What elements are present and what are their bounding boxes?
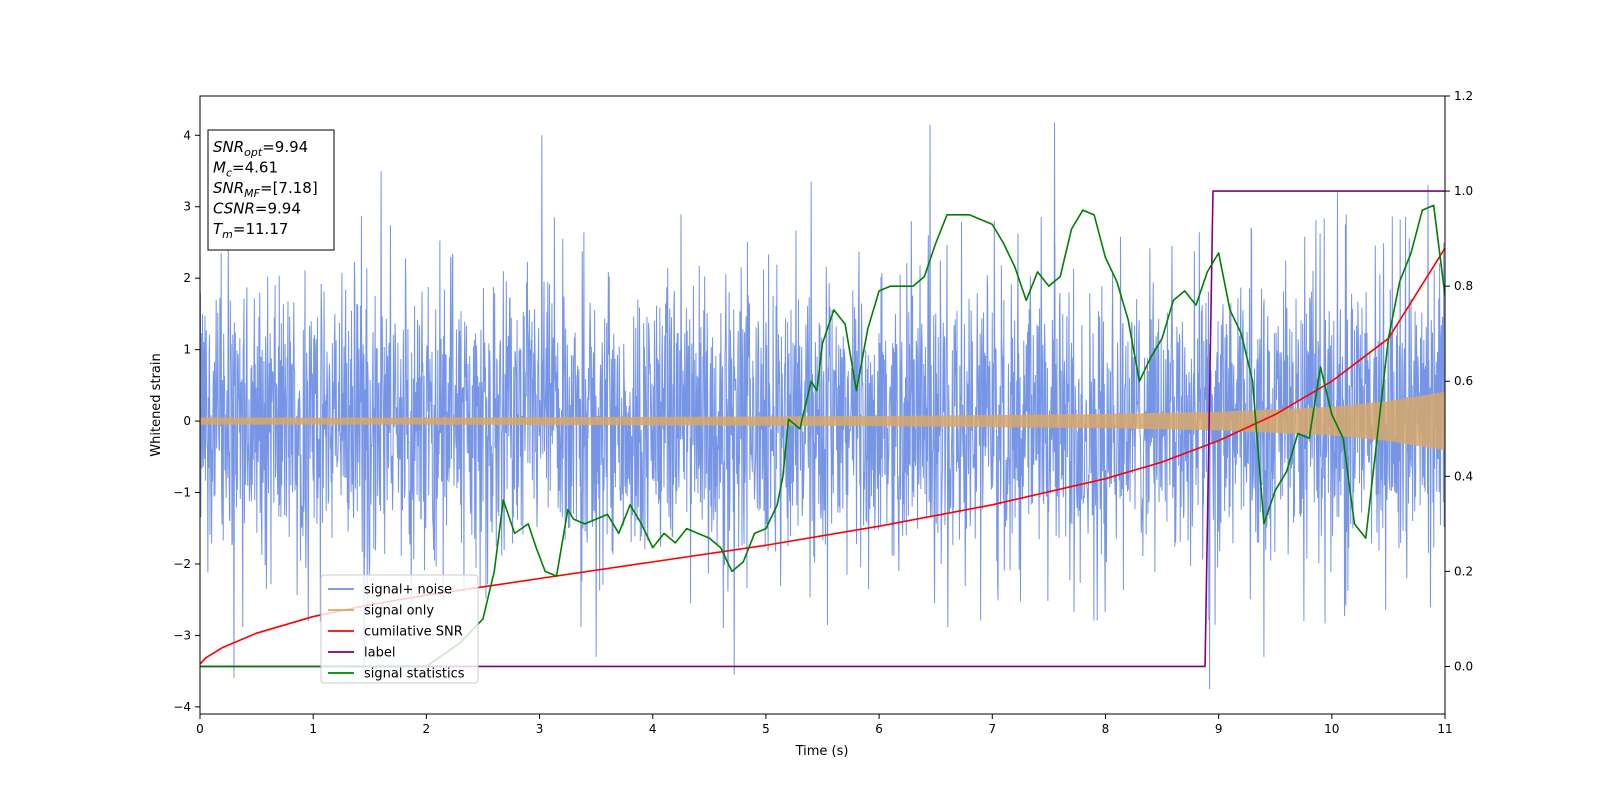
annotation-symbol: M	[213, 159, 226, 177]
annotation-symbol: T	[213, 220, 224, 238]
annotation-frame	[207, 129, 335, 251]
series-label	[200, 190, 1445, 668]
series-layer	[200, 122, 1445, 689]
annotation-symbol: SNR	[213, 138, 244, 156]
y-tick-label: 1	[183, 343, 191, 357]
legend-entry: cumilative SNR	[364, 625, 463, 640]
x-axis: 0 1 2 3 4 5 6 7 8 9 10 11	[196, 714, 1453, 736]
legend-entry: signal statistics	[364, 667, 465, 682]
x-tick-label: 9	[1215, 722, 1223, 736]
y-axis-right: 0.0 0.2 0.4 0.6 0.8 1.0 1.2	[1445, 89, 1473, 673]
y-axis-left: −4 −3 −2 −1 0 1 2 3 4	[173, 128, 200, 714]
y-tick-label: −3	[173, 628, 191, 642]
annotation-box: SNRopt=9.94Mc=4.61SNRMF=[7.18]CSNR=9.94T…	[207, 129, 335, 251]
y-tick-label: 0	[183, 414, 191, 428]
x-tick-label: 3	[536, 722, 544, 736]
y2-tick-label: 0.4	[1454, 469, 1473, 483]
annotation-subscript: c	[226, 167, 232, 180]
plot-frame	[199, 95, 1446, 715]
x-tick-label: 8	[1102, 722, 1110, 736]
y2-tick-label: 0.2	[1454, 564, 1473, 578]
x-tick-label: 11	[1437, 722, 1452, 736]
y-tick-label: 2	[183, 271, 191, 285]
annotation-symbol: SNR	[213, 179, 244, 197]
x-tick-label: 0	[196, 722, 204, 736]
x-tick-label: 1	[309, 722, 317, 736]
y-tick-label: 4	[183, 128, 191, 142]
y-tick-label: 3	[183, 200, 191, 214]
x-tick-label: 5	[762, 722, 770, 736]
annotation-line: Mc=4.61	[213, 159, 278, 180]
annotation-line: Tm=11.17	[213, 220, 288, 241]
legend-entry: signal+ noise	[364, 583, 452, 598]
annotation-line: CSNR=9.94	[213, 200, 301, 218]
annotation-value: =4.61	[232, 159, 278, 177]
annotation-subscript: m	[222, 228, 233, 241]
y-tick-label: −1	[173, 486, 191, 500]
y2-tick-label: 1.2	[1454, 89, 1473, 103]
annotation-subscript: opt	[244, 146, 263, 159]
x-tick-label: 2	[423, 722, 431, 736]
x-tick-label: 6	[875, 722, 883, 736]
series-cumilative-snr	[200, 247, 1445, 665]
legend-entry: label	[364, 646, 395, 661]
y-tick-label: −2	[173, 557, 191, 571]
legend: signal+ noise signal only cumilative SNR la…	[320, 574, 479, 684]
x-tick-label: 10	[1324, 722, 1339, 736]
x-tick-label: 7	[988, 722, 996, 736]
annotation-value: =9.94	[262, 138, 308, 156]
y2-tick-label: 1.0	[1454, 184, 1473, 198]
annotation-subscript: MF	[244, 187, 260, 200]
y2-tick-label: 0.0	[1454, 659, 1473, 673]
annotation-symbol: CSNR	[213, 200, 255, 218]
annotation-value: =11.17	[233, 220, 289, 238]
legend-entry: signal only	[364, 604, 434, 619]
series-signal-only	[200, 391, 1445, 451]
x-axis-label: Time (s)	[795, 744, 849, 759]
legend-frame	[320, 574, 479, 684]
y-axis-label: Whitened strain	[149, 353, 164, 456]
series-signal-statistics	[200, 204, 1445, 668]
y-tick-label: −4	[173, 700, 191, 714]
annotation-line: SNRopt=9.94	[213, 138, 308, 159]
y2-tick-label: 0.6	[1454, 374, 1473, 388]
annotation-line: SNRMF=[7.18]	[213, 179, 318, 200]
annotation-value: =[7.18]	[260, 179, 318, 197]
x-tick-label: 4	[649, 722, 657, 736]
annotation-value: =9.94	[255, 200, 301, 218]
y2-tick-label: 0.8	[1454, 279, 1473, 293]
